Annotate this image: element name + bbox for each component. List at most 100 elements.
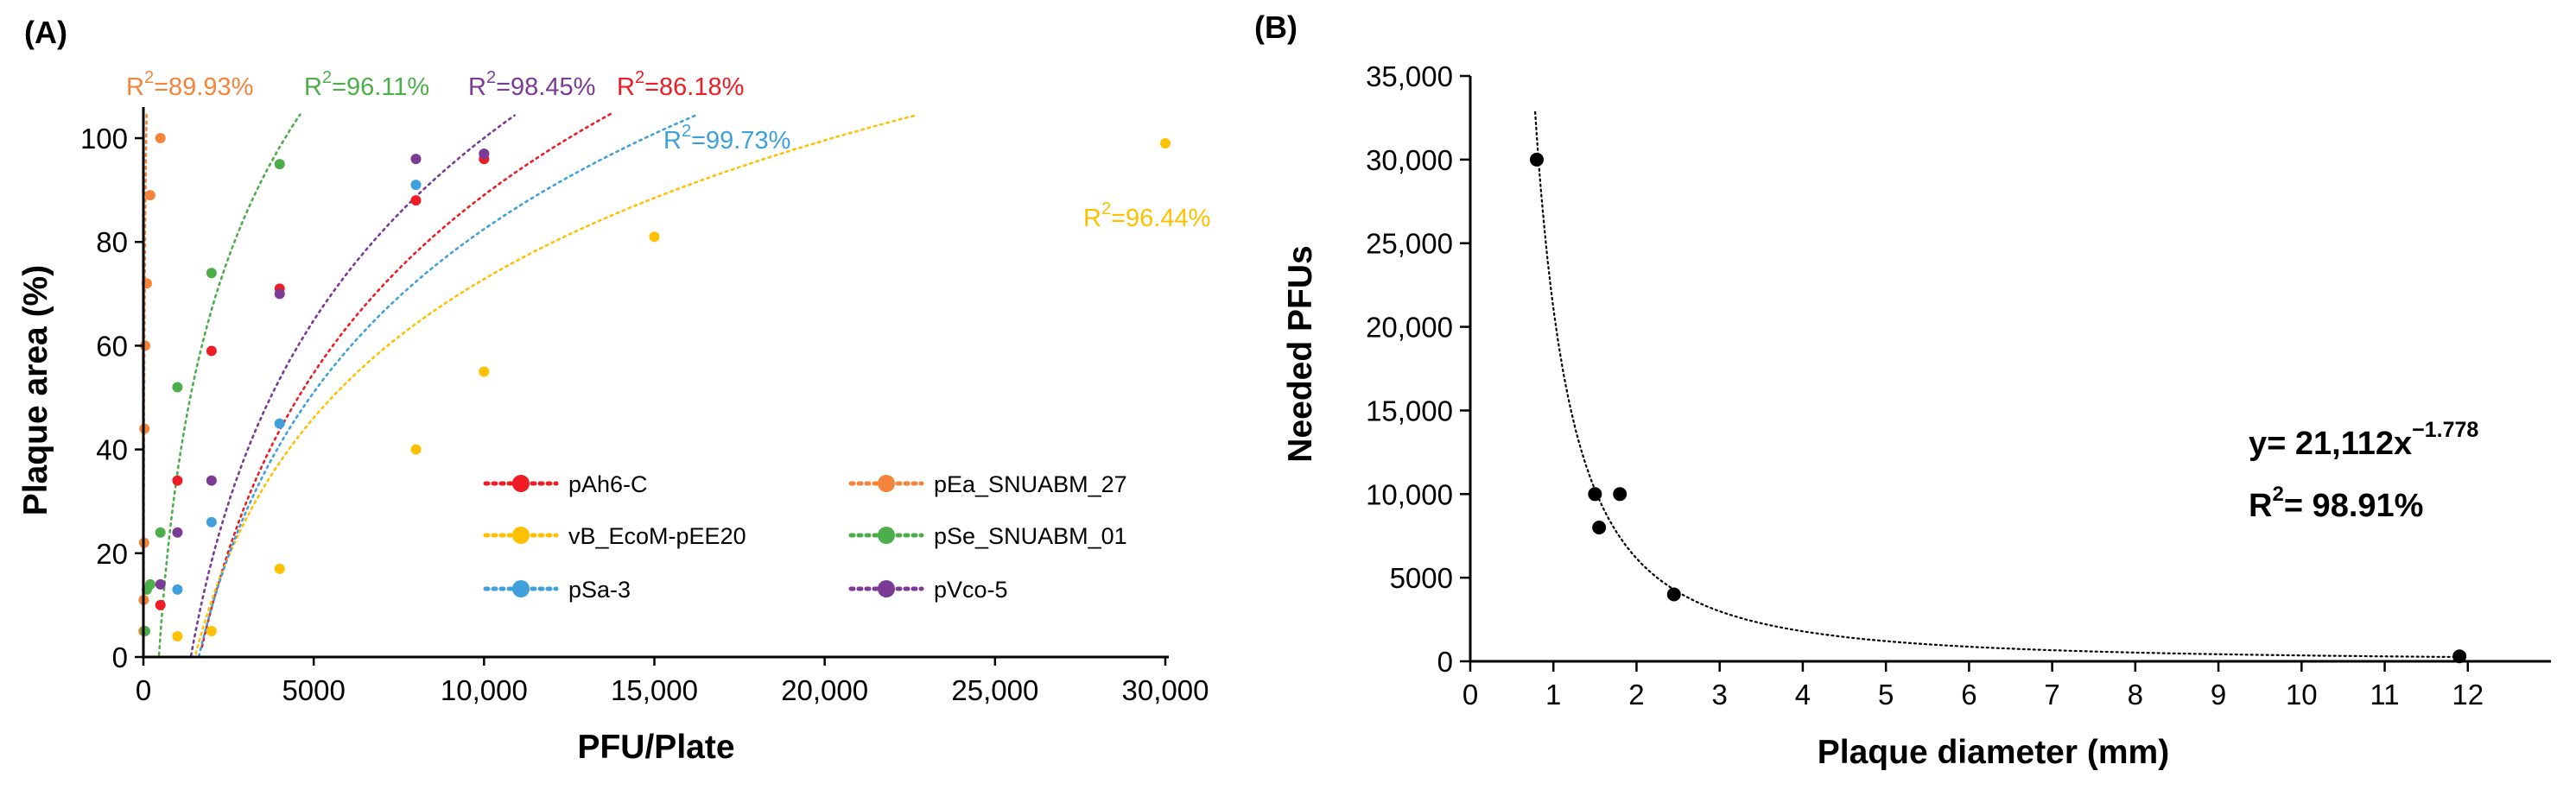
- legend-label-pSa-3: pSa-3: [568, 577, 631, 603]
- r2-superscript: 2: [322, 68, 332, 87]
- y-tick-label: 80: [96, 226, 128, 258]
- data-point-vB_EcoM-pEE20: [1160, 138, 1171, 149]
- data-point-pVco-5: [206, 475, 217, 486]
- legend-marker-pVco-5: [878, 580, 895, 597]
- data-point: [1666, 587, 1681, 602]
- legend-marker-pSa-3: [512, 580, 530, 597]
- x-tick-label: 25,000: [951, 674, 1038, 706]
- data-point-pVco-5: [479, 148, 490, 160]
- x-tick-label: 15,000: [611, 674, 698, 706]
- r2-symbol: R: [1083, 205, 1101, 232]
- y-axis-title: Needed PFUs: [1282, 245, 1319, 462]
- data-point-pSe_SNUABM_01: [144, 578, 155, 590]
- r2-symbol: R: [663, 127, 682, 155]
- x-tick-label: 3: [1712, 679, 1728, 711]
- x-tick-label: 30,000: [1122, 674, 1209, 706]
- y-tick-label: 15,000: [1366, 395, 1453, 426]
- x-tick-label: 11: [2370, 679, 2399, 711]
- data-point-vB_EcoM-pEE20: [172, 630, 183, 641]
- data-point-vB_EcoM-pEE20: [649, 231, 660, 243]
- data-point: [1529, 152, 1544, 167]
- y-tick-label: 20,000: [1366, 312, 1453, 344]
- r2-value: =96.11%: [332, 73, 429, 101]
- data-point-pVco-5: [274, 288, 285, 300]
- legend-marker-pSe_SNUABM_01: [878, 527, 895, 544]
- data-point-pSe_SNUABM_01: [155, 527, 166, 538]
- r2-label-pVco-5: R2=98.45%: [468, 68, 595, 101]
- y-axis-title: Plaque area (%): [17, 265, 54, 515]
- data-point-pEa_SNUABM_27: [144, 190, 155, 201]
- legend-marker-pAh6-C: [512, 475, 530, 492]
- r2-symbol: R: [126, 73, 144, 101]
- r2-symbol: R: [304, 73, 322, 101]
- x-tick-label: 9: [2211, 679, 2226, 711]
- fit-curve-vB_EcoM-pEE20: [194, 114, 917, 655]
- x-axis-title: PFU/Plate: [577, 729, 734, 766]
- x-tick-label: 5000: [282, 674, 345, 706]
- data-point-vB_EcoM-pEE20: [410, 444, 422, 455]
- x-tick-label: 6: [1961, 679, 1976, 711]
- r2-value: =99.73%: [691, 127, 790, 155]
- r2-superscript: 2: [682, 122, 691, 141]
- r2-value: =89.93%: [154, 73, 253, 101]
- legend-label-pSe_SNUABM_01: pSe_SNUABM_01: [934, 523, 1127, 549]
- equation-text: y= 21,112x: [2249, 426, 2412, 462]
- data-point-pSa-3: [172, 584, 183, 595]
- x-tick-label: 20,000: [781, 674, 868, 706]
- x-tick-label: 8: [2128, 679, 2143, 711]
- r2-label-pSa-3: R2=99.73%: [663, 122, 790, 155]
- r2-symbol: R: [2249, 488, 2272, 524]
- data-point: [1613, 487, 1627, 502]
- r2-value: =96.44%: [1111, 205, 1210, 232]
- data-point-pVco-5: [172, 527, 183, 538]
- legend-label-vB_EcoM-pEE20: vB_EcoM-pEE20: [568, 523, 746, 549]
- panel-label-a: (A): [24, 15, 67, 50]
- fit-curve-pSa-3: [198, 113, 699, 658]
- r2-label-pAh6-C: R2=86.18%: [617, 68, 744, 101]
- data-point-pEa_SNUABM_27: [155, 133, 166, 144]
- legend-marker-vB_EcoM-pEE20: [512, 527, 530, 544]
- data-point-pSa-3: [274, 418, 285, 429]
- x-tick-label: 5: [1878, 679, 1894, 711]
- x-tick-label: 0: [1462, 679, 1478, 711]
- data-point: [2452, 649, 2467, 664]
- legend-marker-pEa_SNUABM_27: [878, 475, 895, 492]
- legend-label-pEa_SNUABM_27: pEa_SNUABM_27: [934, 471, 1127, 497]
- r2-superscript: 2: [2272, 483, 2283, 506]
- fit-curve-pAh6-C: [200, 111, 615, 648]
- x-tick-label: 7: [2044, 679, 2059, 711]
- y-tick-label: 20: [96, 538, 128, 570]
- x-axis-title: Plaque diameter (mm): [1818, 734, 2169, 771]
- r2-superscript: 2: [1101, 199, 1111, 218]
- data-point-vB_EcoM-pEE20: [274, 563, 285, 574]
- equation-exponent: −1.778: [2412, 418, 2478, 442]
- r2-label-pEa_SNUABM_27: R2=89.93%: [126, 68, 253, 101]
- data-point-pSe_SNUABM_01: [274, 159, 285, 170]
- data-point-vB_EcoM-pEE20: [479, 366, 490, 377]
- y-tick-label: 60: [96, 330, 128, 362]
- fit-curve-pSe_SNUABM_01: [157, 113, 301, 656]
- y-tick-label: 100: [80, 123, 128, 155]
- data-point-pVco-5: [410, 154, 422, 165]
- fit-r2: R2= 98.91%: [2249, 483, 2423, 524]
- r2-superscript: 2: [486, 68, 496, 87]
- data-point-vB_EcoM-pEE20: [206, 625, 217, 636]
- y-tick-label: 10,000: [1366, 478, 1453, 510]
- y-tick-label: 0: [1437, 646, 1453, 678]
- r2-value: =98.45%: [496, 73, 595, 101]
- r2-value: = 98.91%: [2284, 488, 2424, 524]
- data-point-pVco-5: [155, 578, 166, 590]
- y-tick-label: 25,000: [1366, 228, 1453, 260]
- r2-label-vB_EcoM-pEE20: R2=96.44%: [1083, 199, 1210, 232]
- fit-curve: [1533, 111, 2469, 659]
- panel-label-b: (B): [1254, 9, 1298, 45]
- data-point-pAh6-C: [172, 475, 183, 486]
- data-point: [1592, 521, 1607, 535]
- x-tick-label: 4: [1795, 679, 1811, 711]
- x-tick-label: 12: [2452, 679, 2484, 711]
- r2-value: =86.18%: [644, 73, 744, 101]
- fit-equation: y= 21,112x−1.778: [2249, 418, 2478, 462]
- y-tick-label: 0: [112, 641, 128, 673]
- x-tick-label: 0: [136, 674, 151, 706]
